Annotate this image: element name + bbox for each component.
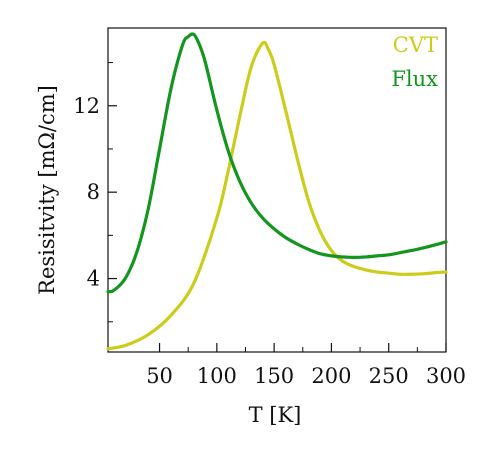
legend: CVT Flux (391, 33, 438, 91)
minor-ticks (108, 62, 418, 352)
series-line-cvt (106, 40, 448, 351)
x-tick-label: 150 (254, 364, 294, 388)
major-ticks (108, 105, 447, 352)
legend-label-flux: Flux (391, 67, 438, 91)
y-tick-label: 4 (87, 267, 100, 291)
series-line-flux (106, 32, 448, 294)
series-lines (106, 32, 448, 351)
x-tick-label: 200 (311, 364, 351, 388)
x-tick-label: 50 (146, 364, 173, 388)
legend-label-cvt: CVT (393, 33, 438, 57)
x-axis-label: T [K] (249, 403, 302, 427)
tick-labels: 50 100 150 200 250 300 4 8 12 (73, 94, 466, 388)
x-tick-label: 100 (197, 364, 237, 388)
y-tick-label: 8 (87, 180, 100, 204)
y-axis-label: Resisitvity [mΩ/cm] (35, 85, 59, 295)
x-tick-label: 250 (369, 364, 409, 388)
axes-frame (107, 27, 447, 353)
y-tick-label: 12 (73, 94, 100, 118)
x-tick-label: 300 (426, 364, 466, 388)
plot-frame (107, 27, 447, 353)
